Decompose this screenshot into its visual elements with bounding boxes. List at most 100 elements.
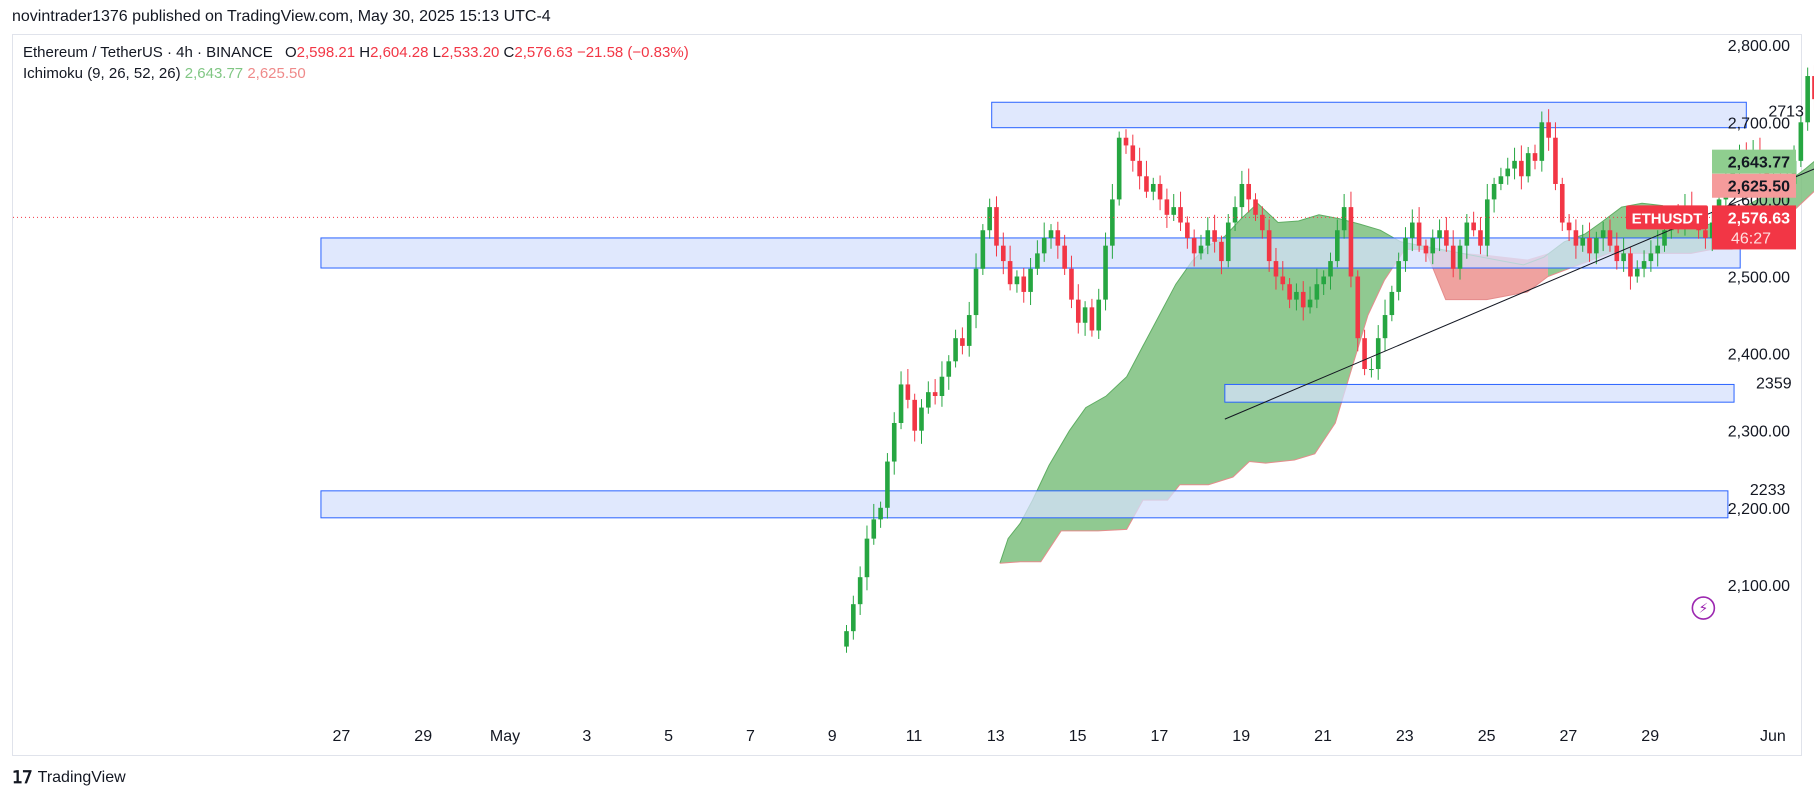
indicator-legend: Ichimoku (9, 26, 52, 26) 2,643.77 2,625.… [23, 65, 306, 82]
candle [1812, 65, 1814, 110]
high-value: 2,604.28 [370, 44, 429, 61]
close-label: C [503, 44, 515, 61]
candle [891, 412, 897, 475]
last-price-badge: 2,576.63 46:27 [1712, 205, 1796, 250]
candle [1130, 134, 1136, 172]
candle [1096, 288, 1102, 339]
candle [1212, 214, 1217, 253]
time-axis: 2729May357911131517192123252729Jun357 [333, 728, 1786, 745]
candle [898, 371, 904, 430]
candle [864, 525, 870, 591]
candle [1437, 219, 1442, 252]
candle [1641, 250, 1647, 278]
zone-label-2713: 2713 [1768, 103, 1804, 120]
x-tick-label: 27 [1560, 728, 1578, 745]
candle [1171, 194, 1177, 221]
symbol-name[interactable]: Ethereum / TetherUS · 4h · BINANCE [23, 44, 273, 61]
price-badge: 2,643.77 [1712, 149, 1796, 174]
zone-2359 [1224, 383, 1735, 403]
price-axis: 2,100.00 2,200.00 2,300.00 2,400.00 2,500.00… [1728, 38, 1790, 595]
x-tick-label: 27 [333, 728, 351, 745]
svg-text:2,625.50: 2,625.50 [1728, 179, 1790, 196]
candle [1232, 196, 1238, 232]
zone-2713 [991, 101, 1747, 129]
candle [1253, 193, 1258, 221]
low-label: L [432, 44, 441, 61]
indicator-value-b: 2,625.50 [247, 65, 306, 82]
high-label: H [359, 44, 371, 61]
candle [905, 369, 911, 409]
candle [1607, 219, 1613, 252]
candle [1798, 116, 1804, 168]
open-value: 2,598.21 [296, 44, 356, 61]
candle [953, 329, 958, 368]
candle [1594, 231, 1599, 265]
x-tick-label: 9 [828, 728, 837, 745]
candle [926, 381, 931, 414]
y-tick-label: 2,200.00 [1728, 501, 1790, 518]
candle [1559, 177, 1565, 232]
candle [1628, 247, 1633, 290]
candle [1294, 283, 1299, 311]
candle [1287, 278, 1292, 309]
candle [1355, 270, 1361, 352]
candle [1409, 209, 1415, 252]
candle [980, 224, 986, 275]
x-tick-label: May [490, 728, 520, 745]
footer-brand[interactable]: 𝟣𝟩 TradingView [12, 768, 126, 788]
svg-text:2,643.77: 2,643.77 [1728, 155, 1790, 172]
candle [1389, 285, 1395, 322]
candle [1000, 232, 1006, 275]
candle [960, 327, 965, 355]
candle [1600, 221, 1606, 252]
candle [1041, 222, 1047, 262]
candle [1273, 247, 1279, 290]
candle [1648, 240, 1654, 272]
candle [1225, 214, 1231, 268]
price-badge: 2,625.50 [1712, 173, 1796, 198]
zone-label-2233: 2233 [1750, 482, 1786, 499]
candle [1075, 284, 1081, 334]
candle [1144, 160, 1149, 198]
x-tick-label: 29 [1641, 728, 1659, 745]
indicator-name[interactable]: Ichimoku (9, 26, 52, 26) [23, 65, 181, 82]
candle [1634, 260, 1640, 283]
lightning-icon: ⚡ [1691, 596, 1716, 620]
candle [1110, 183, 1115, 259]
candle [1525, 146, 1531, 183]
candle [1055, 221, 1061, 259]
chart-frame [12, 34, 1802, 756]
candle [1553, 122, 1558, 191]
candle [1546, 109, 1551, 151]
candle [1484, 183, 1490, 257]
x-tick-label: 13 [987, 728, 1005, 745]
candle [1478, 217, 1483, 255]
candle [1471, 211, 1476, 237]
candle [1450, 230, 1456, 278]
y-tick-label: 2,500.00 [1728, 270, 1790, 287]
candle [1505, 157, 1511, 185]
x-tick-label: 11 [906, 728, 923, 745]
candle [857, 566, 863, 615]
candle [1185, 216, 1190, 249]
candle [1580, 224, 1586, 252]
candle [1062, 234, 1067, 275]
candle [1103, 232, 1108, 311]
x-tick-label: 21 [1314, 728, 1332, 745]
ohlc-legend: Ethereum / TetherUS · 4h · BINANCE O2,59… [23, 44, 689, 61]
trendline [1224, 168, 1814, 420]
candle [1614, 232, 1620, 270]
x-tick-label: 23 [1396, 728, 1414, 745]
candle [1382, 299, 1388, 352]
overlay-lines: ⚡ [13, 168, 1814, 620]
change-value: −21.58 (−0.83%) [576, 44, 689, 61]
candle [1498, 167, 1504, 191]
candle [851, 595, 856, 640]
candle [1341, 194, 1347, 239]
x-tick-label: 3 [582, 728, 591, 745]
y-tick-label: 2,700.00 [1728, 115, 1790, 132]
footer-brand-label: TradingView [37, 769, 126, 786]
tradingview-logo-icon: 𝟣𝟩 [12, 768, 33, 787]
candle [1464, 214, 1470, 259]
